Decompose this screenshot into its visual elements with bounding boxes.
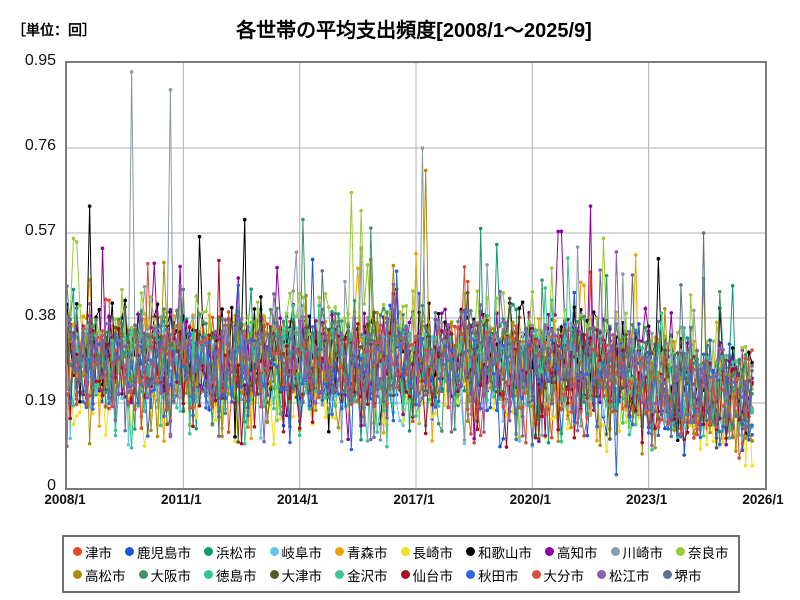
- legend-color-dot-icon: [204, 570, 213, 579]
- legend-item: 津市: [73, 542, 112, 562]
- plot-area: [65, 61, 767, 490]
- legend-label: 徳島市: [216, 568, 257, 584]
- legend-label: 大阪市: [150, 568, 192, 584]
- legend-color-dot-icon: [269, 570, 279, 579]
- legend-item: 大阪市: [138, 565, 192, 585]
- legend-item: 秋田市: [466, 565, 519, 585]
- legend-box: 津市 鹿児島市 浜松市 岐阜市 青森市 長崎市 和歌山市 高知市 川崎市 奈良市 高松市 大阪市 徳島…: [62, 535, 740, 593]
- legend-label: 堺市: [674, 568, 702, 584]
- y-tick-label: 0: [47, 477, 56, 494]
- legend-item: 奈良市: [676, 542, 729, 562]
- legend-item: 和歌山市: [466, 542, 532, 562]
- legend-label: 岐阜市: [281, 545, 323, 561]
- x-tick-label: 2011/1: [161, 492, 202, 507]
- x-tick-label: 2026/1: [742, 492, 784, 507]
- legend-label: 大分市: [543, 568, 585, 584]
- y-tick-label: 0.19: [24, 392, 56, 409]
- legend-color-dot-icon: [335, 547, 344, 556]
- chart-title: 各世帯の平均支出頻度[2008/1～2025/9]: [236, 20, 592, 42]
- legend-color-dot-icon: [531, 570, 541, 579]
- chart-plot-canvas: [67, 63, 765, 488]
- legend-label: 高松市: [85, 568, 126, 584]
- legend-color-dot-icon: [335, 570, 344, 579]
- legend-item: 仙台市: [400, 565, 454, 585]
- y-tick-label: 0.95: [24, 52, 56, 69]
- y-tick-label: 0.38: [24, 307, 56, 324]
- legend-label: 高知市: [557, 545, 598, 561]
- legend-color-dot-icon: [204, 547, 213, 556]
- legend-item: 長崎市: [400, 542, 454, 562]
- legend-item: 松江市: [597, 565, 650, 585]
- legend-color-dot-icon: [125, 547, 134, 556]
- legend-color-dot-icon: [662, 570, 672, 579]
- legend-label: 奈良市: [688, 545, 729, 561]
- legend-item: 高知市: [545, 542, 598, 562]
- legend-color-dot-icon: [597, 570, 606, 579]
- unit-label: ［単位：回］: [12, 22, 96, 38]
- legend-item: 川崎市: [610, 542, 664, 562]
- legend-color-dot-icon: [545, 547, 554, 556]
- legend-item: 浜松市: [204, 542, 257, 562]
- y-tick-label: 0.76: [24, 137, 56, 154]
- legend-label: 鹿児島市: [137, 545, 191, 561]
- legend-color-dot-icon: [269, 547, 279, 556]
- legend-color-dot-icon: [676, 547, 685, 556]
- x-tick-label: 2020/1: [509, 492, 551, 507]
- legend-label: 青森市: [347, 545, 388, 561]
- legend-row: 津市 鹿児島市 浜松市 岐阜市 青森市 長崎市 和歌山市 高知市 川崎市 奈良市: [73, 540, 729, 563]
- legend-color-dot-icon: [466, 570, 475, 579]
- y-tick-label: 0.57: [24, 222, 56, 239]
- legend-label: 長崎市: [412, 545, 454, 561]
- legend-color-dot-icon: [73, 570, 82, 579]
- legend-label: 川崎市: [622, 545, 664, 561]
- legend-item: 岐阜市: [269, 542, 323, 562]
- legend-item: 大分市: [531, 565, 585, 585]
- legend-label: 仙台市: [412, 568, 454, 584]
- legend-label: 松江市: [609, 568, 650, 584]
- legend-item: 鹿児島市: [125, 542, 191, 562]
- legend-item: 徳島市: [204, 565, 257, 585]
- legend-color-dot-icon: [400, 547, 410, 556]
- x-tick-label: 2023/1: [626, 492, 668, 507]
- legend-label: 浜松市: [216, 545, 257, 561]
- legend-item: 高松市: [73, 565, 126, 585]
- legend-color-dot-icon: [400, 570, 410, 579]
- legend-item: 青森市: [335, 542, 388, 562]
- legend-label: 金沢市: [347, 568, 388, 584]
- legend-color-dot-icon: [138, 570, 148, 579]
- legend-label: 秋田市: [478, 568, 519, 584]
- legend-label: 大津市: [281, 568, 323, 584]
- legend-label: 和歌山市: [478, 545, 532, 561]
- legend-label: 津市: [85, 545, 112, 561]
- legend-color-dot-icon: [610, 547, 620, 556]
- x-tick-label: 2008/1: [44, 492, 86, 507]
- legend-item: 堺市: [662, 565, 702, 585]
- legend-item: 金沢市: [335, 565, 388, 585]
- legend-row: 高松市 大阪市 徳島市 大津市 金沢市 仙台市 秋田市 大分市 松江市 堺市: [73, 563, 729, 586]
- x-tick-label: 2014/1: [277, 492, 319, 507]
- legend-item: 大津市: [269, 565, 323, 585]
- x-tick-label: 2017/1: [393, 492, 435, 507]
- legend-color-dot-icon: [73, 547, 82, 556]
- legend-color-dot-icon: [466, 547, 475, 556]
